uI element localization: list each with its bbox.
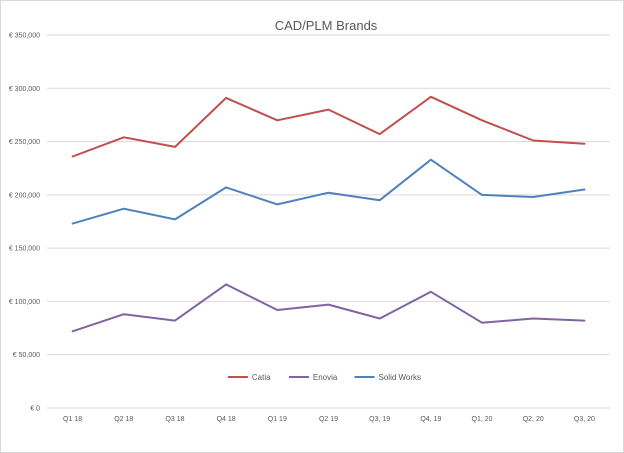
y-tick-label: € 300,000 xyxy=(9,86,40,93)
series-line-enovia xyxy=(71,283,586,333)
series-lines xyxy=(71,95,586,333)
x-tick-label: Q2, 20 xyxy=(523,416,544,423)
series-line-catia xyxy=(71,95,586,158)
x-tick-label: Q3, 19 xyxy=(369,416,390,423)
y-tick-label: € 100,000 xyxy=(9,299,40,306)
x-tick-label: Q2 18 xyxy=(114,416,133,423)
x-tick-label: Q1 19 xyxy=(268,416,287,423)
x-tick-label: Q1 18 xyxy=(63,416,82,423)
y-tick-label: € 150,000 xyxy=(9,246,40,253)
x-tick-label: Q4 18 xyxy=(217,416,236,423)
y-tick-label: € 0 xyxy=(30,406,40,413)
y-tick-label: € 200,000 xyxy=(9,192,40,199)
legend-label: Catia xyxy=(252,373,271,382)
x-tick-label: Q4, 19 xyxy=(420,416,441,423)
series-line-solid-works xyxy=(71,158,586,225)
legend: Catia Enovia Solid Works xyxy=(227,373,422,382)
legend-label: Enovia xyxy=(313,373,338,382)
chart-title: CAD/PLM Brands xyxy=(275,18,378,33)
y-axis-ticks: € 0 € 50,000 € 100,000 € 150,000 € 200,000 € … xyxy=(9,33,40,413)
y-tick-label: € 50,000 xyxy=(13,352,40,359)
legend-label: Solid Works xyxy=(379,373,422,382)
x-tick-label: Q3, 20 xyxy=(574,416,595,423)
x-axis-ticks: Q1 18 Q2 18 Q3 18 Q4 18 Q1 19 Q2 19 Q3, 19 Q4, … xyxy=(63,416,595,423)
x-tick-label: Q3 18 xyxy=(165,416,184,423)
y-tick-label: € 250,000 xyxy=(9,139,40,146)
x-tick-label: Q2 19 xyxy=(319,416,338,423)
y-tick-label: € 350,000 xyxy=(9,33,40,40)
gridlines xyxy=(47,34,610,409)
x-tick-label: Q1, 20 xyxy=(472,416,493,423)
